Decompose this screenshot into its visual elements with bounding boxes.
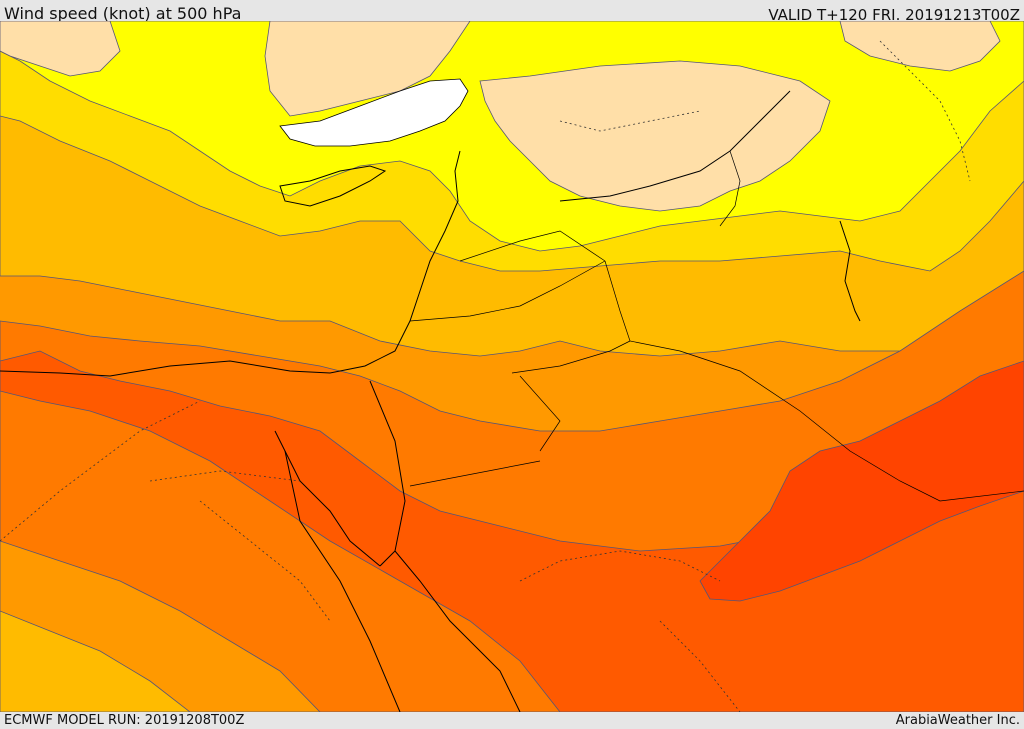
wind-speed-map xyxy=(0,21,1024,712)
band-peach-syria xyxy=(479,60,831,212)
coastlines xyxy=(0,90,861,712)
sea-area xyxy=(279,78,469,147)
borders xyxy=(409,150,1024,502)
map-title: Wind speed (knot) at 500 hPa xyxy=(4,4,242,23)
map-canvas xyxy=(0,21,1024,712)
credit-label: ArabiaWeather Inc. xyxy=(895,713,1020,728)
model-run-label: ECMWF MODEL RUN: 20191208T00Z xyxy=(4,713,245,728)
band-peach-turkey xyxy=(264,21,471,117)
valid-time-label: VALID T+120 FRI. 20191213T00Z xyxy=(768,6,1020,24)
band-peach-east xyxy=(839,21,1001,72)
band-red-core xyxy=(699,360,1024,602)
band-peach-northwest xyxy=(0,21,121,77)
band-amber-southwest xyxy=(0,610,191,712)
dotted-borders xyxy=(0,40,971,712)
